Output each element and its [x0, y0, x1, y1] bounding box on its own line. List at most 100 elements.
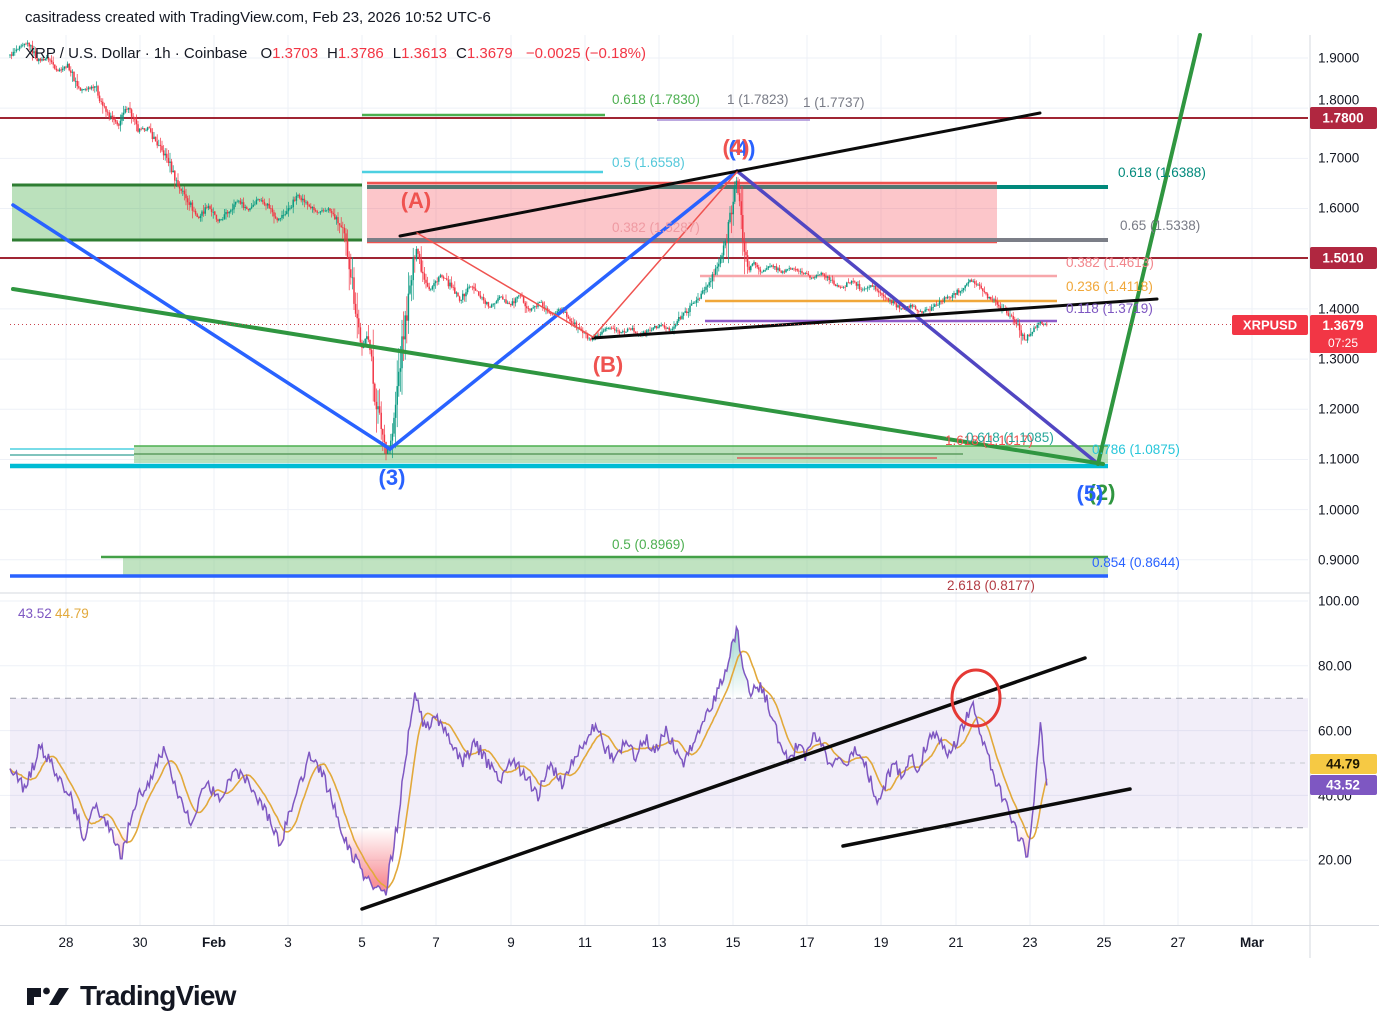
fib-label: 0.118 (1.3719)	[1066, 301, 1153, 316]
time-tick: 17	[799, 935, 814, 950]
rsi-trendline[interactable]	[360, 656, 1087, 911]
trendline[interactable]	[388, 169, 739, 451]
trendline[interactable]	[592, 171, 738, 338]
fib-label: 0.382 (1.5287)	[612, 220, 700, 235]
time-tick: 13	[651, 935, 666, 950]
time-tick: 11	[578, 935, 592, 950]
ohlc-value: 1.3786	[337, 45, 384, 62]
trendline[interactable]	[398, 111, 1042, 238]
time-tick: 25	[1096, 935, 1111, 950]
symbol-title[interactable]: XRP / U.S. Dollar · 1h · Coinbase	[25, 45, 248, 62]
time-tick: 21	[948, 935, 963, 950]
wave-label: (2)	[1089, 480, 1116, 505]
fib-label: 0.382 (1.4613)	[1066, 255, 1154, 270]
symbol-title-row: XRP / U.S. Dollar · 1h · Coinbase O1.370…	[25, 45, 646, 62]
time-tick: 23	[1022, 935, 1037, 950]
last-price-text: 1.3679	[1322, 318, 1363, 333]
rsi-highlight-circle[interactable]	[950, 668, 1002, 728]
time-tick: 9	[507, 935, 515, 950]
price-tick: 1.2000	[1318, 402, 1359, 417]
trendline[interactable]	[1096, 33, 1202, 466]
fib-label: 1 (1.7823)	[727, 92, 789, 107]
wave-label: (5)	[1077, 481, 1104, 506]
time-tick: 27	[1170, 935, 1185, 950]
wave-label: (B)	[593, 352, 624, 377]
price-tick: 0.9000	[1318, 553, 1359, 568]
tradingview-logo-icon	[27, 987, 69, 1005]
ohlc-value: 1.3679	[466, 45, 513, 62]
fib-label: 2.618 (0.8177)	[947, 578, 1035, 593]
price-tick: 1.8000	[1318, 93, 1359, 108]
price-tick: 1.7000	[1318, 151, 1359, 166]
rsi-value-badge	[1310, 775, 1377, 795]
rsi-layer	[9, 624, 1132, 911]
ohlc-label: L	[392, 45, 402, 62]
trendlines-layer	[10, 33, 1308, 466]
time-tick: 28	[58, 935, 73, 950]
time-tick: 19	[873, 935, 888, 950]
ohlc-label: H	[327, 45, 338, 62]
fib-label: 1 (1.7737)	[803, 95, 865, 110]
change-value: −0.0025 (−0.18%)	[525, 45, 647, 62]
rsi-tick: 100.00	[1318, 594, 1359, 609]
fib-label: 1.618 (1.1017)	[945, 433, 1033, 448]
price-level-badge-text: 1.7800	[1322, 111, 1363, 126]
candles-layer	[9, 40, 1048, 461]
ohlc-value: 1.3613	[401, 45, 448, 62]
rsi-tick: 60.00	[1318, 724, 1352, 739]
symbol-badge	[1232, 315, 1308, 335]
price-tick: 1.3000	[1318, 352, 1359, 367]
chart-attribution: casitradess created with TradingView.com…	[25, 9, 491, 26]
price-tick: 1.9000	[1318, 51, 1359, 66]
tradingview-logo-text: TradingView	[80, 980, 236, 1011]
trendline[interactable]	[416, 232, 594, 338]
wave-label: (4)	[723, 135, 750, 160]
price-tick: 1.4000	[1318, 302, 1359, 317]
annotation-labels: 0.618 (1.7830) 1 (1.7823) 1 (1.7737) 0.5 (1…	[379, 92, 1206, 593]
fib-label: 0.618 (1.7830)	[612, 92, 700, 107]
ohlc-values: O1.3703 H1.3786 L1.3613 C1.3679	[251, 45, 512, 62]
price-tick: 1.1000	[1318, 452, 1359, 467]
badges-layer: 1.7800 1.5010 XRPUSD 1.3679 07:25 44.79 43.52	[1232, 107, 1377, 795]
trendline[interactable]	[591, 297, 1159, 340]
wave-label: (4)	[729, 136, 756, 161]
price-level-badge	[1310, 247, 1377, 269]
time-tick: 7	[432, 935, 440, 950]
fib-label: 0.236 (1.4118)	[1066, 279, 1153, 294]
rsi-value: 43.52	[18, 606, 52, 621]
trendline[interactable]	[11, 203, 392, 451]
price-level-badge	[1310, 107, 1377, 129]
time-tick: 3	[284, 935, 292, 950]
fib-label: 0.854 (0.8644)	[1092, 555, 1180, 570]
wave-label: (3)	[379, 465, 406, 490]
supply-zone-pink	[367, 183, 997, 242]
fib-label: 0.618 (1.6388)	[1118, 165, 1206, 180]
price-level-badge-text: 1.5010	[1322, 251, 1363, 266]
rsi-value-badge-text: 43.52	[1326, 778, 1360, 793]
zones-layer	[0, 113, 1308, 578]
ohlc-label: C	[456, 45, 467, 62]
trendline[interactable]	[11, 287, 1105, 466]
demand-zone-green-2	[123, 558, 1108, 575]
time-tick: 5	[358, 935, 366, 950]
fib-label: 0.5 (1.6558)	[612, 155, 685, 170]
last-price-badge	[1310, 315, 1377, 353]
rsi-tick: 20.00	[1318, 853, 1352, 868]
time-tick: Mar	[1240, 935, 1265, 950]
ohlc-label: O	[260, 45, 273, 62]
fib-label: 0.5 (0.8969)	[612, 537, 685, 552]
time-tick: 30	[132, 935, 147, 950]
supply-zone-green	[12, 185, 362, 240]
rsi-value-badge-text: 44.79	[1326, 757, 1360, 772]
rsi-ma-value: 44.79	[55, 606, 89, 621]
time-tick: 15	[725, 935, 740, 950]
fib-label: 0.786 (1.0875)	[1092, 442, 1180, 457]
fib-label: 0.618 (1.1085)	[966, 430, 1054, 445]
price-tick: 1.6000	[1318, 201, 1359, 216]
symbol-badge-text: XRPUSD	[1243, 318, 1297, 333]
tradingview-logo[interactable]: TradingView	[25, 980, 236, 1012]
rsi-trendline[interactable]	[841, 787, 1132, 848]
last-price-time: 07:25	[1328, 336, 1358, 350]
ohlc-value: 1.3703	[272, 45, 319, 62]
